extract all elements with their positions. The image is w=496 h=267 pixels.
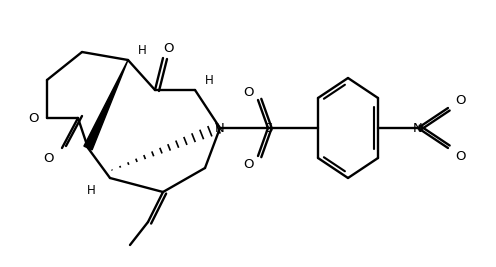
Text: O: O [28, 112, 39, 124]
Text: O: O [243, 158, 253, 171]
Text: O: O [243, 85, 253, 99]
Text: S: S [264, 121, 272, 135]
Text: H: H [87, 183, 96, 197]
Text: H: H [205, 73, 214, 87]
Text: O: O [43, 151, 53, 164]
Polygon shape [84, 60, 128, 150]
Text: O: O [455, 150, 465, 163]
Text: O: O [455, 93, 465, 107]
Text: H: H [138, 44, 147, 57]
Text: O: O [163, 41, 173, 54]
Text: N: N [215, 121, 225, 135]
Text: N: N [413, 121, 423, 135]
